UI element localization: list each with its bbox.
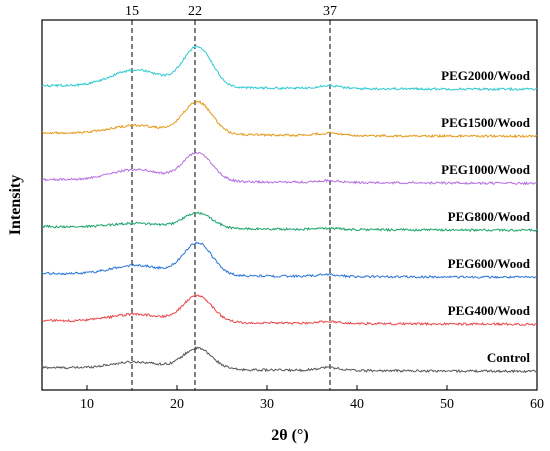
series-labels: Control PEG400/Wood PEG600/Wood PEG800/Wood… [441,68,531,365]
reference-label-37: 37 [323,4,337,19]
series-line-peg1500-wood [41,100,538,139]
series-line-peg2000-wood [41,45,538,92]
plot-frame [41,19,538,391]
x-tick-label: 20 [170,397,184,412]
y-axis-title: Intensity [7,175,24,235]
series-label-control: Control [487,350,530,365]
series-curves [41,45,538,374]
x-axis-title: 2θ (°) [271,427,308,444]
series-label-peg800-wood: PEG800/Wood [448,209,531,224]
x-tick-label: 60 [530,397,544,412]
reference-label-22: 22 [188,4,202,19]
series-label-peg2000-wood: PEG2000/Wood [441,68,531,83]
series-label-peg400-wood: PEG400/Wood [448,303,531,318]
series-line-control [41,346,538,374]
reference-label-15: 15 [125,4,139,19]
series-label-peg1000-wood: PEG1000/Wood [441,162,531,177]
series-line-peg1000-wood [41,151,538,186]
x-tick-label: 50 [440,397,454,412]
series-line-peg600-wood [41,241,538,279]
x-axis-ticks: 10 20 30 40 50 60 [80,385,544,412]
x-tick-label: 40 [350,397,364,412]
reference-lines: 15 22 37 [125,4,337,390]
x-tick-label: 10 [80,397,94,412]
series-label-peg1500-wood: PEG1500/Wood [441,115,531,130]
x-tick-label: 30 [260,397,274,412]
series-label-peg600-wood: PEG600/Wood [448,256,531,271]
series-line-peg800-wood [41,211,538,233]
series-line-peg400-wood [41,293,538,327]
